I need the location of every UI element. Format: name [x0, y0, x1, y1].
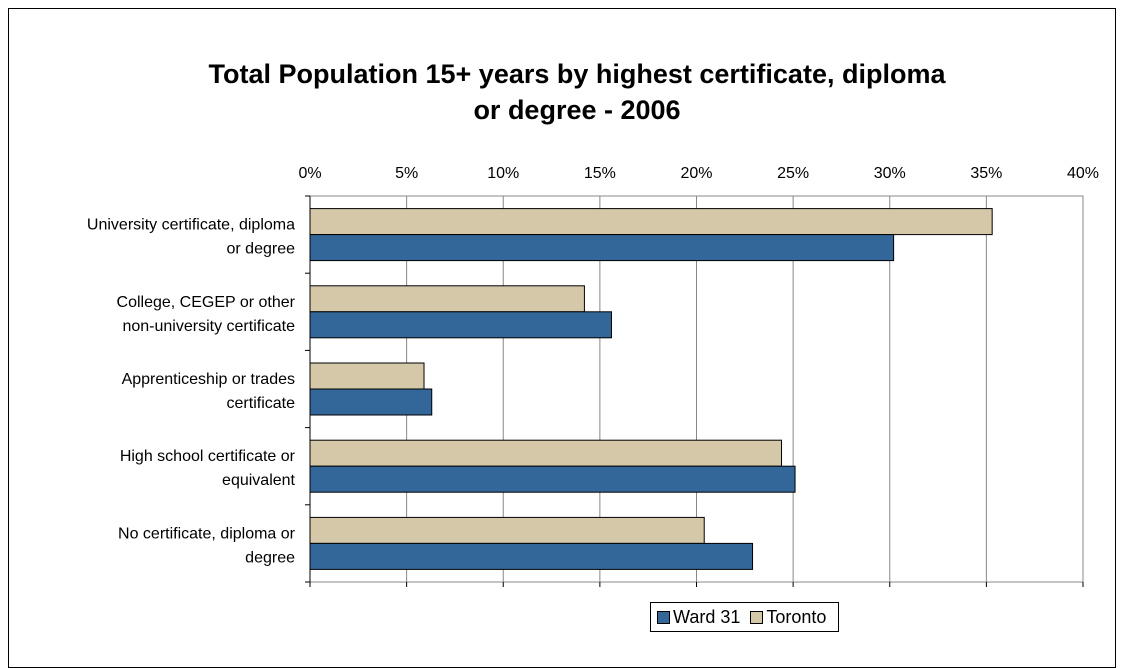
- category-label: or degree: [227, 241, 296, 258]
- chart-legend: Ward 31 Toronto: [650, 602, 840, 632]
- category-label: College, CEGEP or other: [117, 294, 296, 311]
- bar-toronto: [309, 362, 425, 390]
- category-label: High school certificate or: [120, 448, 296, 465]
- bar-toronto: [309, 208, 993, 236]
- bar-toronto: [309, 285, 585, 313]
- bar-chart: 0% 5% 10% 15% 20% 25% 30% 35% 40% University cert…: [87, 165, 1099, 587]
- bar-toronto: [309, 516, 705, 544]
- x-tick-label: 0%: [298, 165, 321, 182]
- x-tick-label: 10%: [487, 165, 519, 182]
- legend-swatch-ward31: [657, 610, 670, 624]
- category-label: degree: [245, 549, 295, 566]
- legend-item-ward31: Ward 31: [657, 607, 740, 628]
- chart-title-line-1: Total Population 15+ years by highest ce…: [208, 59, 946, 89]
- x-tick-label: 15%: [584, 165, 616, 182]
- bar-ward-31: [309, 311, 612, 339]
- legend-item-toronto: Toronto: [750, 607, 826, 628]
- category-label: No certificate, diploma or: [118, 525, 296, 542]
- category-label: non-university certificate: [122, 318, 295, 335]
- bar-ward-31: [309, 465, 796, 493]
- legend-label-ward31: Ward 31: [673, 606, 741, 627]
- x-tick-label: 25%: [777, 165, 809, 182]
- chart-title-line-2: or degree - 2006: [473, 95, 681, 125]
- x-tick-label: 30%: [874, 165, 906, 182]
- category-label: University certificate, diploma: [87, 217, 295, 234]
- legend-swatch-toronto: [750, 610, 764, 624]
- x-tick-label: 35%: [970, 165, 1002, 182]
- bar-toronto: [309, 439, 783, 467]
- category-label: equivalent: [222, 472, 296, 489]
- category-label: certificate: [227, 395, 296, 412]
- x-tick-label: 40%: [1067, 165, 1099, 182]
- chart-title: Total Population 15+ years by highest ce…: [9, 56, 1125, 128]
- x-tick-label: 5%: [395, 165, 418, 182]
- bar-ward-31: [309, 542, 754, 570]
- category-label: Apprenticeship or trades: [122, 371, 295, 388]
- bar-ward-31: [309, 388, 433, 416]
- legend-label-toronto: Toronto: [766, 606, 827, 627]
- x-tick-label: 20%: [680, 165, 712, 182]
- bar-ward-31: [309, 234, 895, 262]
